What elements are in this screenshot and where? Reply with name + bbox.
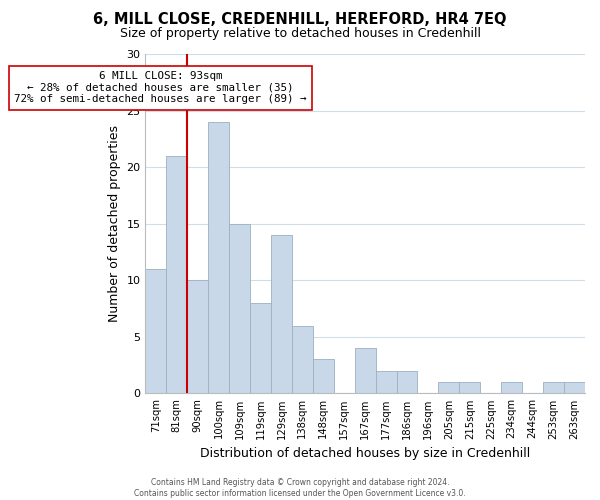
Text: 6 MILL CLOSE: 93sqm
← 28% of detached houses are smaller (35)
72% of semi-detach: 6 MILL CLOSE: 93sqm ← 28% of detached ho… xyxy=(14,71,307,104)
Bar xyxy=(313,360,334,394)
Bar xyxy=(229,224,250,394)
Text: Contains HM Land Registry data © Crown copyright and database right 2024.
Contai: Contains HM Land Registry data © Crown c… xyxy=(134,478,466,498)
Bar xyxy=(166,156,187,394)
Bar xyxy=(460,382,481,394)
Bar xyxy=(564,382,585,394)
Bar xyxy=(501,382,522,394)
Text: Size of property relative to detached houses in Credenhill: Size of property relative to detached ho… xyxy=(119,28,481,40)
Bar xyxy=(187,280,208,394)
Bar xyxy=(397,371,418,394)
Y-axis label: Number of detached properties: Number of detached properties xyxy=(108,125,121,322)
Bar xyxy=(439,382,460,394)
Bar xyxy=(376,371,397,394)
Text: 6, MILL CLOSE, CREDENHILL, HEREFORD, HR4 7EQ: 6, MILL CLOSE, CREDENHILL, HEREFORD, HR4… xyxy=(93,12,507,28)
Bar xyxy=(292,326,313,394)
Bar xyxy=(250,303,271,394)
Bar xyxy=(355,348,376,394)
Bar xyxy=(145,269,166,394)
Bar xyxy=(271,235,292,394)
Bar xyxy=(208,122,229,394)
Bar xyxy=(543,382,564,394)
X-axis label: Distribution of detached houses by size in Credenhill: Distribution of detached houses by size … xyxy=(200,447,530,460)
